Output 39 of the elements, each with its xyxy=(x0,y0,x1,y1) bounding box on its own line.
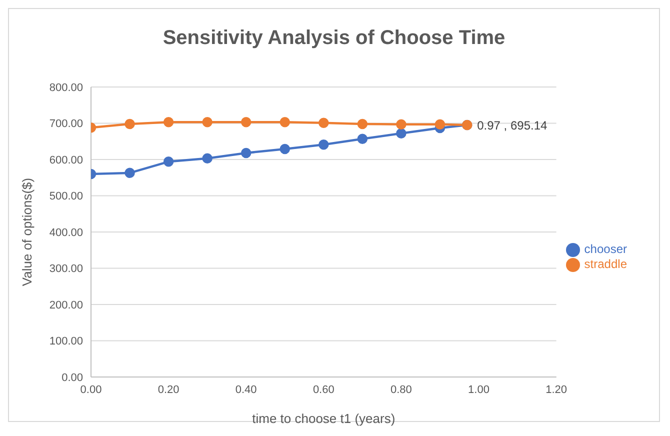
point xyxy=(163,156,174,167)
x-tick-label: 0.60 xyxy=(312,384,334,396)
y-tick-label: 300.00 xyxy=(49,263,83,276)
y-tick-label: 700.00 xyxy=(49,118,83,130)
x-tick-label: 0.20 xyxy=(158,384,180,396)
point xyxy=(396,128,406,139)
y-axis-title: Value of options($) xyxy=(20,178,35,286)
point xyxy=(396,119,406,130)
x-tick-label: 1.00 xyxy=(468,384,490,396)
point xyxy=(202,153,212,164)
x-tick-label: 0.80 xyxy=(390,384,412,396)
y-tick-label: 200.00 xyxy=(49,299,83,312)
point xyxy=(240,117,252,128)
legend-label: straddle xyxy=(584,257,627,271)
point xyxy=(240,148,252,158)
point xyxy=(202,117,212,128)
x-tick-label: 0.40 xyxy=(235,384,257,396)
point xyxy=(357,118,368,130)
point xyxy=(124,168,135,178)
y-tick-label: 600.00 xyxy=(49,154,83,166)
point xyxy=(280,117,290,128)
y-tick-label: 400.00 xyxy=(49,226,83,239)
point xyxy=(434,119,446,130)
y-tick-label: 100.00 xyxy=(49,336,83,348)
x-axis-title: time to choose t1 (years) xyxy=(252,411,396,426)
point xyxy=(124,118,135,130)
x-tick-label: 0.00 xyxy=(80,384,102,396)
y-tick-label: 800.00 xyxy=(49,82,83,94)
chart-title: Sensitivity Analysis of Choose Time xyxy=(162,26,506,51)
legend-label: chooser xyxy=(584,242,627,256)
point xyxy=(280,144,290,154)
annotation: 0.97 , 695.14 xyxy=(477,118,548,132)
x-tick-label: 1.20 xyxy=(546,384,568,396)
point xyxy=(357,134,368,144)
point xyxy=(318,140,329,150)
point xyxy=(318,118,329,128)
point xyxy=(163,117,174,128)
y-tick-label: 500.00 xyxy=(49,190,83,203)
y-tick-label: 0.00 xyxy=(62,372,83,384)
